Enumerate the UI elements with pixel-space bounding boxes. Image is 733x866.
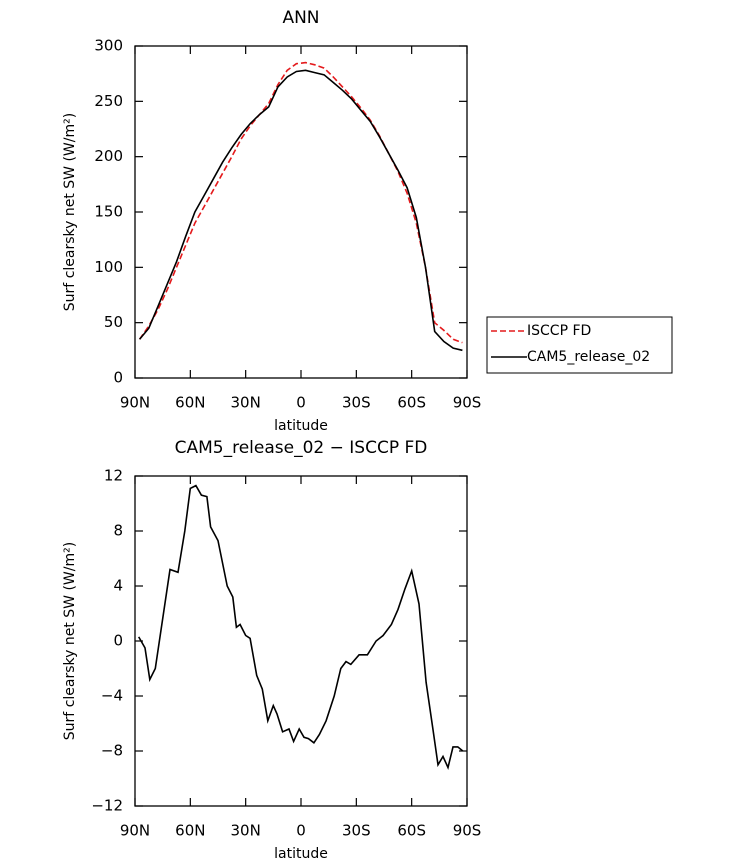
legend-label: CAM5_release_02 bbox=[527, 349, 650, 365]
y-axis-label: Surf clearsky net SW (W/m²) bbox=[62, 113, 78, 311]
plot-frame bbox=[134, 45, 468, 379]
y-tick-label: −8 bbox=[101, 742, 123, 760]
data-line bbox=[138, 484, 464, 770]
y-tick-label: −12 bbox=[91, 797, 123, 815]
x-tick-label: 60N bbox=[175, 822, 205, 840]
chart-title: CAM5_release_02 − ISCCP FD bbox=[175, 438, 428, 458]
x-tick-label: 30S bbox=[342, 822, 371, 840]
legend-box bbox=[486, 316, 673, 374]
x-tick-label: 60S bbox=[397, 822, 426, 840]
x-tick-label: 0 bbox=[296, 822, 306, 840]
y-tick-label: 100 bbox=[94, 258, 123, 276]
x-tick-label: 60N bbox=[175, 394, 205, 412]
data-line bbox=[138, 69, 463, 352]
y-tick-label: 50 bbox=[104, 313, 123, 331]
y-tick-label: 4 bbox=[113, 577, 123, 595]
x-tick-label: 90N bbox=[120, 394, 150, 412]
x-tick-label: 90N bbox=[120, 822, 150, 840]
y-tick-label: −4 bbox=[101, 687, 123, 705]
y-tick-label: 250 bbox=[94, 92, 123, 110]
x-tick-label: 30N bbox=[231, 822, 261, 840]
x-tick-label: 90S bbox=[453, 822, 482, 840]
y-tick-label: 0 bbox=[113, 632, 123, 650]
legend-label: ISCCP FD bbox=[527, 323, 591, 339]
x-tick-label: 0 bbox=[296, 394, 306, 412]
y-tick-label: 0 bbox=[113, 369, 123, 387]
y-tick-label: 12 bbox=[104, 467, 123, 485]
x-axis-label: latitude bbox=[274, 846, 328, 862]
y-tick-label: 8 bbox=[113, 522, 123, 540]
y-tick-label: 150 bbox=[94, 203, 123, 221]
chart-title: ANN bbox=[282, 8, 319, 28]
y-axis-label: Surf clearsky net SW (W/m²) bbox=[62, 542, 78, 740]
x-tick-label: 60S bbox=[397, 394, 426, 412]
x-axis-label: latitude bbox=[274, 418, 328, 434]
y-tick-label: 300 bbox=[94, 37, 123, 55]
data-line bbox=[138, 61, 463, 344]
x-tick-label: 90S bbox=[453, 394, 482, 412]
x-tick-label: 30N bbox=[231, 394, 261, 412]
y-tick-label: 200 bbox=[94, 147, 123, 165]
x-tick-label: 30S bbox=[342, 394, 371, 412]
